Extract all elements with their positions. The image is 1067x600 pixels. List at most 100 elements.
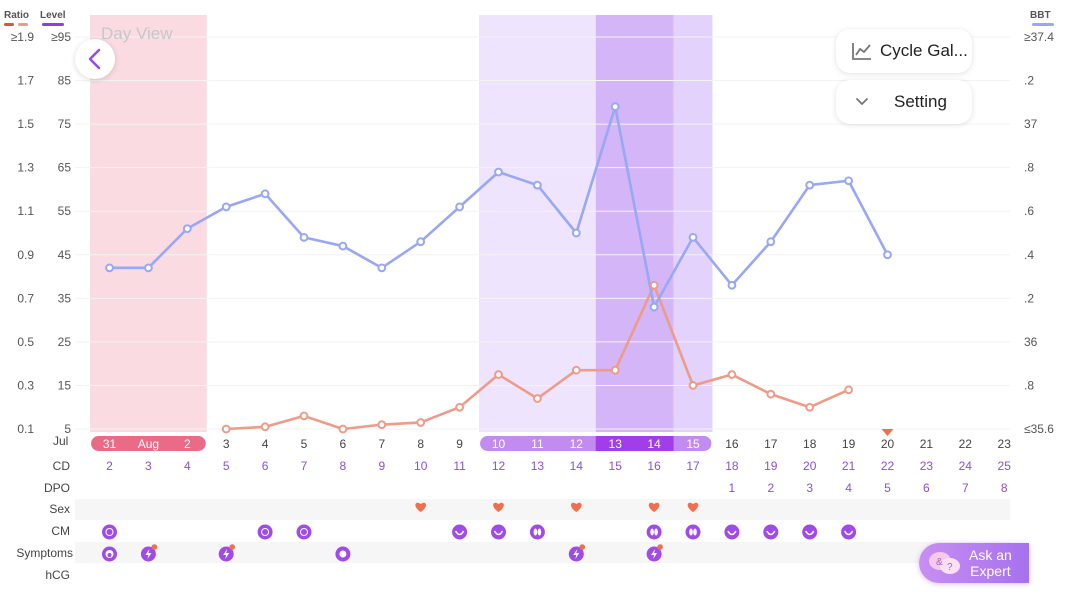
ratio-point bbox=[727, 370, 737, 379]
ratio-point bbox=[455, 402, 465, 412]
level-point bbox=[649, 302, 659, 312]
dot-circle-icon bbox=[102, 524, 117, 540]
ratio-axis-label: Ratio bbox=[4, 10, 29, 21]
cd-day: 7 bbox=[301, 459, 308, 473]
ratio-tick: 0.5 bbox=[17, 335, 34, 349]
date-label: Aug bbox=[138, 437, 159, 451]
date-label: 6 bbox=[340, 437, 347, 451]
day-view-label: Day View bbox=[101, 24, 173, 43]
cd-day: 10 bbox=[414, 459, 428, 473]
setting-label: Setting bbox=[894, 92, 947, 111]
level-point bbox=[299, 232, 309, 242]
ratio-point bbox=[221, 424, 231, 434]
bbt-legend-swatch bbox=[1032, 23, 1054, 26]
egg-white-icon bbox=[491, 524, 506, 540]
cd-day: 9 bbox=[378, 459, 385, 473]
cd-day: 2 bbox=[106, 459, 113, 473]
bolt-icon bbox=[646, 544, 663, 562]
bbt-tick: .2 bbox=[1024, 74, 1034, 88]
date-label: 5 bbox=[301, 437, 308, 451]
level-tick: 75 bbox=[58, 117, 72, 131]
ratio-ticks: ≥1.9 1.7 1.5 1.3 1.1 0.9 0.7 0.5 0.3 0.1 bbox=[11, 30, 35, 436]
level-point bbox=[805, 180, 815, 190]
bbt-tick: .4 bbox=[1024, 248, 1034, 262]
egg-white-icon bbox=[841, 524, 857, 540]
peak-band bbox=[595, 15, 674, 432]
dpo-day: 7 bbox=[962, 481, 969, 495]
cd-row: 2 3 4 5 6 7 8 9 10 11 12 13 14 15 16 17 18 19 20 21 22 23 24 25 bbox=[106, 459, 1011, 473]
sex-row-bg bbox=[75, 499, 1010, 520]
date-label: 8 bbox=[417, 437, 424, 451]
date-label: 14 bbox=[647, 437, 661, 451]
svg-text:?: ? bbox=[947, 562, 953, 573]
level-tick: 45 bbox=[58, 248, 72, 262]
line-chart-icon bbox=[850, 39, 874, 63]
bbt-tick: ≤35.6 bbox=[1024, 422, 1054, 436]
dot-circle-icon bbox=[296, 524, 312, 540]
chevron-down-icon bbox=[850, 90, 874, 114]
cycle-gallery-button[interactable]: Cycle Gal... bbox=[836, 29, 972, 73]
level-point bbox=[144, 263, 153, 273]
bbt-tick: 37 bbox=[1024, 117, 1038, 131]
cd-day: 25 bbox=[998, 459, 1012, 473]
date-label: 4 bbox=[262, 437, 269, 451]
ratio-point bbox=[494, 370, 503, 379]
ask-expert-button[interactable]: & ? Ask an Expert bbox=[919, 543, 1029, 583]
date-label: 7 bbox=[378, 437, 385, 451]
ratio-point bbox=[416, 418, 426, 427]
cycle-gallery-label: Cycle Gal... bbox=[880, 41, 968, 60]
ratio-legend-swatch-left bbox=[4, 23, 14, 26]
level-point bbox=[455, 202, 465, 212]
chat-bubbles-icon: & ? bbox=[929, 552, 960, 574]
fertile-band bbox=[479, 15, 596, 432]
date-label: 21 bbox=[920, 437, 934, 451]
ratio-point bbox=[571, 365, 581, 375]
peak-days-pill bbox=[595, 436, 674, 451]
notification-dot-icon bbox=[229, 544, 235, 550]
ratio-tick: 1.5 bbox=[17, 117, 34, 131]
cd-day: 24 bbox=[959, 459, 973, 473]
level-ticks: ≥95 85 75 65 55 45 35 25 15 5 bbox=[51, 30, 71, 436]
ratio-point bbox=[338, 424, 348, 434]
level-point bbox=[260, 189, 270, 199]
bbt-tick: .6 bbox=[1024, 204, 1034, 218]
bbt-tick: 36 bbox=[1024, 335, 1038, 349]
date-label: 17 bbox=[764, 437, 778, 451]
chart-points bbox=[105, 102, 894, 436]
bbt-tick: .8 bbox=[1024, 378, 1034, 392]
level-tick: 55 bbox=[58, 204, 72, 218]
ratio-tick: 1.3 bbox=[17, 161, 34, 175]
cd-day: 8 bbox=[340, 459, 347, 473]
face-icon bbox=[102, 546, 117, 562]
back-button[interactable] bbox=[75, 39, 115, 79]
ratio-tick: 1.1 bbox=[17, 204, 34, 218]
heart-icon bbox=[415, 502, 427, 512]
ratio-point bbox=[766, 389, 776, 399]
dpo-row: 1 2 3 4 5 6 7 8 bbox=[729, 481, 1008, 495]
level-tick: 85 bbox=[58, 74, 72, 88]
dpo-day: 3 bbox=[806, 481, 813, 495]
cm-row bbox=[102, 524, 857, 540]
ratio-tick: 0.3 bbox=[17, 378, 34, 392]
level-tick: ≥95 bbox=[51, 30, 71, 44]
ratio-point bbox=[844, 385, 853, 395]
date-strip: 31 Aug 2 3 4 5 6 7 8 9 10 11 12 13 14 15 16 17 18 19 20 21 22 2… bbox=[91, 436, 1011, 451]
butterfly-icon bbox=[646, 524, 662, 540]
date-label: 10 bbox=[492, 437, 506, 451]
level-point bbox=[883, 250, 892, 260]
cd-day: 14 bbox=[570, 459, 584, 473]
date-label: 19 bbox=[842, 437, 856, 451]
butterfly-icon bbox=[529, 524, 545, 540]
sex-row-label: Sex bbox=[49, 502, 70, 516]
cd-day: 16 bbox=[647, 459, 661, 473]
sex-row bbox=[415, 502, 699, 512]
date-label: 2 bbox=[184, 437, 191, 451]
dpo-day: 8 bbox=[1001, 481, 1008, 495]
cd-day: 22 bbox=[881, 459, 895, 473]
level-point bbox=[182, 224, 192, 234]
hcg-row-label: hCG bbox=[45, 568, 70, 582]
setting-button[interactable]: Setting bbox=[836, 80, 972, 124]
level-point bbox=[377, 263, 387, 273]
bbt-tick: .8 bbox=[1024, 161, 1034, 175]
